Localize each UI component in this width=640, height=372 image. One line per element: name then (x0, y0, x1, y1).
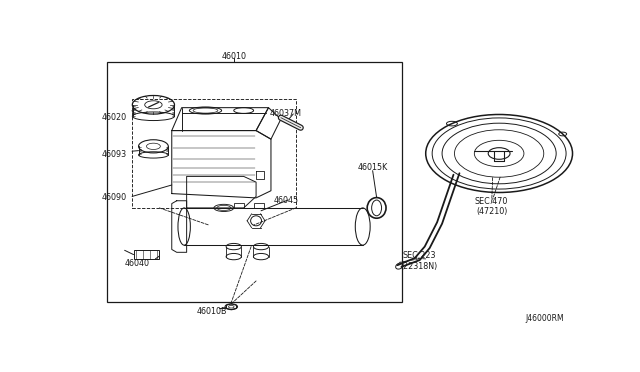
Text: 46020: 46020 (101, 113, 126, 122)
Bar (253, 203, 264, 208)
Text: 46037M: 46037M (270, 109, 302, 118)
Text: 46090: 46090 (101, 193, 126, 202)
Bar (132, 99, 296, 208)
Text: 46093: 46093 (101, 150, 126, 160)
Text: 46010: 46010 (221, 52, 246, 61)
Text: 46040: 46040 (125, 259, 150, 268)
Text: J46000RM: J46000RM (525, 314, 564, 323)
Text: 46015K: 46015K (358, 163, 388, 172)
Text: SEC.470
(47210): SEC.470 (47210) (475, 197, 508, 216)
Text: 46045: 46045 (273, 196, 298, 205)
Text: SEC.223
(22318N): SEC.223 (22318N) (400, 251, 437, 270)
Text: 46010B: 46010B (196, 307, 227, 316)
Bar (234, 203, 244, 208)
Bar (134, 250, 159, 259)
Bar (108, 62, 403, 302)
